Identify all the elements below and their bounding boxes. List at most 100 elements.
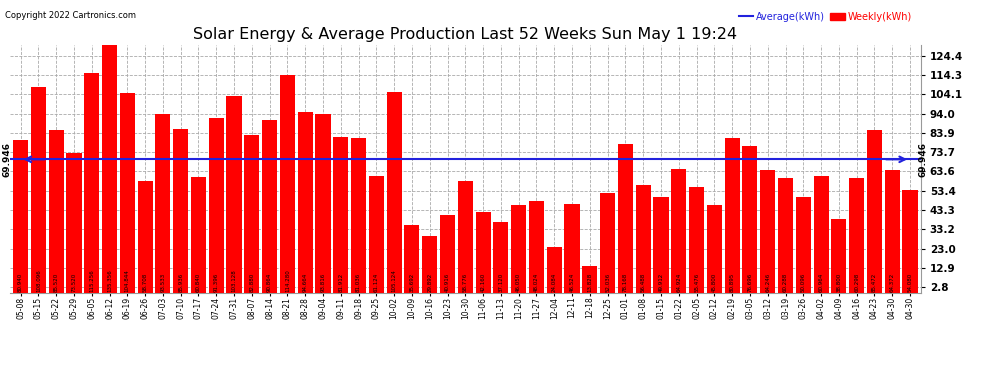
Bar	[84, 73, 99, 292]
Text: 54.080: 54.080	[908, 272, 913, 291]
Text: 135.356: 135.356	[107, 269, 112, 291]
Text: 115.256: 115.256	[89, 269, 94, 291]
Text: 13.828: 13.828	[587, 272, 592, 291]
Bar	[814, 176, 829, 292]
Bar	[493, 222, 509, 292]
Bar	[369, 176, 384, 292]
Text: 40.916: 40.916	[446, 272, 450, 291]
Text: 55.476: 55.476	[694, 272, 699, 291]
Bar	[386, 92, 402, 292]
Text: 38.800: 38.800	[837, 272, 842, 291]
Bar	[636, 185, 650, 292]
Text: 46.524: 46.524	[569, 272, 574, 291]
Text: 46.050: 46.050	[516, 272, 521, 291]
Bar	[298, 112, 313, 292]
Text: 52.036: 52.036	[605, 272, 610, 291]
Text: 69.946: 69.946	[3, 142, 12, 177]
Bar	[66, 153, 81, 292]
Bar	[778, 178, 793, 292]
Text: 85.472: 85.472	[872, 272, 877, 291]
Text: 60.840: 60.840	[196, 272, 201, 291]
Text: 105.124: 105.124	[392, 269, 397, 291]
Text: 49.912: 49.912	[658, 272, 663, 291]
Bar	[120, 93, 135, 292]
Text: 93.533: 93.533	[160, 272, 165, 291]
Text: 78.168: 78.168	[623, 272, 628, 291]
Bar	[316, 114, 331, 292]
Text: 90.864: 90.864	[267, 272, 272, 291]
Text: 69.946: 69.946	[919, 142, 928, 177]
Bar	[191, 177, 206, 292]
Text: 29.892: 29.892	[428, 272, 433, 291]
Text: 81.912: 81.912	[339, 272, 344, 291]
Text: 103.128: 103.128	[232, 269, 237, 291]
Text: 60.298: 60.298	[854, 272, 859, 291]
Bar	[653, 198, 668, 292]
Bar	[209, 118, 224, 292]
Bar	[13, 140, 28, 292]
Text: 94.664: 94.664	[303, 272, 308, 291]
Text: 50.096: 50.096	[801, 272, 806, 291]
Text: 114.280: 114.280	[285, 269, 290, 291]
Bar	[760, 170, 775, 292]
Bar	[742, 147, 757, 292]
Text: 104.844: 104.844	[125, 269, 130, 291]
Text: 93.816: 93.816	[321, 272, 326, 291]
Title: Solar Energy & Average Production Last 52 Weeks Sun May 1 19:24: Solar Energy & Average Production Last 5…	[193, 27, 738, 42]
Bar	[245, 135, 259, 292]
Text: 60.964: 60.964	[819, 272, 824, 291]
Bar	[457, 181, 473, 292]
Text: 64.924: 64.924	[676, 272, 681, 291]
Text: 85.520: 85.520	[53, 272, 58, 291]
Bar	[582, 266, 597, 292]
Text: 61.124: 61.124	[374, 272, 379, 291]
Text: 108.096: 108.096	[36, 269, 41, 291]
Text: 60.288: 60.288	[783, 272, 788, 291]
Text: 58.776: 58.776	[462, 272, 468, 291]
Bar	[707, 205, 722, 292]
Bar	[618, 144, 633, 292]
Bar	[351, 138, 366, 292]
Text: 42.160: 42.160	[480, 272, 485, 291]
Bar	[334, 136, 348, 292]
Bar	[138, 181, 152, 292]
Text: 56.488: 56.488	[641, 272, 645, 291]
Bar	[689, 187, 704, 292]
Text: 48.024: 48.024	[534, 272, 539, 291]
Bar	[475, 212, 491, 292]
Bar	[173, 129, 188, 292]
Bar	[511, 205, 527, 292]
Text: Copyright 2022 Cartronics.com: Copyright 2022 Cartronics.com	[5, 11, 136, 20]
Text: 91.396: 91.396	[214, 272, 219, 291]
Bar	[422, 236, 438, 292]
Text: 80.895: 80.895	[730, 272, 735, 291]
Bar	[849, 178, 864, 292]
Bar	[564, 204, 579, 292]
Bar	[600, 194, 615, 292]
Bar	[725, 138, 740, 292]
Text: 73.520: 73.520	[71, 272, 76, 291]
Text: 64.372: 64.372	[890, 272, 895, 291]
Bar	[832, 219, 846, 292]
Bar	[903, 189, 918, 292]
Text: 85.936: 85.936	[178, 272, 183, 291]
Bar	[280, 75, 295, 292]
Bar	[31, 87, 46, 292]
Text: 80.940: 80.940	[18, 272, 23, 291]
Text: 82.880: 82.880	[249, 272, 254, 291]
Text: 24.084: 24.084	[551, 272, 556, 291]
Legend: Average(kWh), Weekly(kWh): Average(kWh), Weekly(kWh)	[735, 8, 916, 26]
Bar	[404, 225, 420, 292]
Bar	[671, 169, 686, 292]
Text: 45.800: 45.800	[712, 272, 717, 291]
Text: 81.036: 81.036	[356, 272, 361, 291]
Bar	[49, 130, 63, 292]
Bar	[529, 201, 545, 292]
Bar	[102, 35, 117, 292]
Text: 76.696: 76.696	[747, 272, 752, 291]
Bar	[440, 214, 455, 292]
Text: 35.692: 35.692	[410, 272, 415, 291]
Bar	[155, 114, 170, 292]
Bar	[796, 197, 811, 292]
Text: 58.708: 58.708	[143, 272, 148, 291]
